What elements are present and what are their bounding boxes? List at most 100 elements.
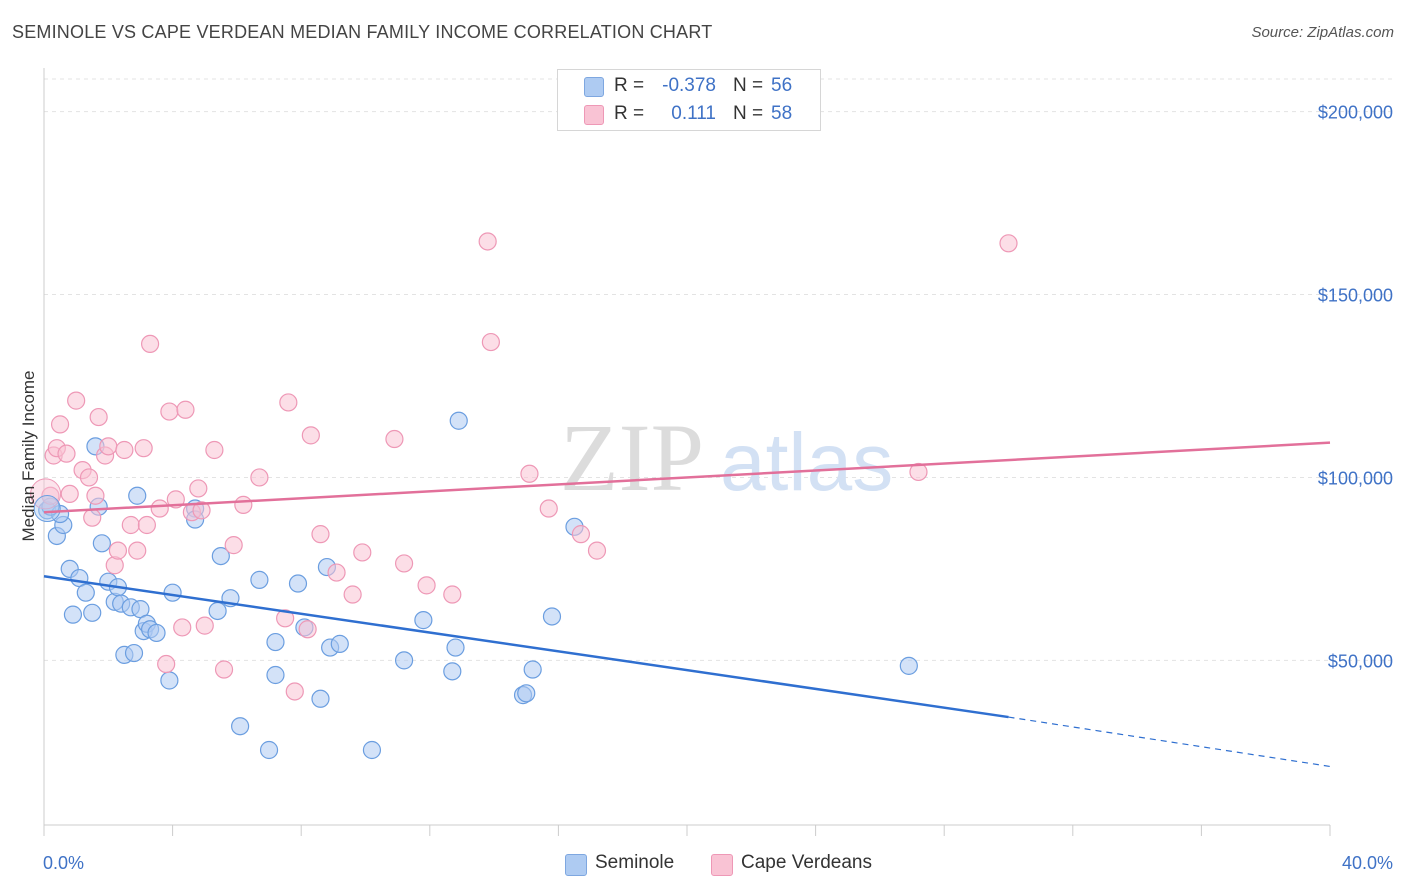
seminole-point (160, 671, 179, 690)
seminole-point (33, 495, 61, 523)
cape-verdean-point (285, 682, 304, 701)
x-tick-label-min: 0.0% (43, 853, 84, 873)
legend-r-value: 0.111 (671, 103, 716, 124)
y-tick-label: $150,000 (1318, 286, 1393, 306)
cape-verdean-point (30, 478, 62, 510)
y-axis-title: Median Family Income (19, 370, 38, 541)
seminole-point (92, 534, 111, 553)
seminole-point (523, 660, 542, 679)
legend: R = -0.378 N = 56 R = 0.111 N = 58 (557, 69, 821, 131)
cape-verdean-trend-line (43, 441, 1331, 514)
cape-verdean-point (999, 234, 1018, 253)
legend-n-label: N = (733, 103, 764, 124)
cape-verdean-point (571, 525, 591, 544)
seminole-point (259, 740, 279, 760)
cape-verdean-point (60, 484, 79, 504)
cape-verdean-point (128, 541, 147, 560)
cape-verdean-point (140, 334, 160, 354)
seminole-point (83, 603, 102, 622)
cape-verdean-point (353, 543, 372, 562)
cape-verdean-point (234, 495, 253, 514)
seminole-point (63, 605, 83, 624)
tick-labels: $50,000 $100,000 $150,000 $200,000 0.0% 40.0% (43, 103, 1393, 873)
cape-verdean-point (86, 486, 105, 505)
seminole-point (231, 717, 250, 736)
cape-verdean-point (89, 407, 108, 427)
seminole-point (124, 643, 144, 663)
seminole-point (266, 632, 285, 652)
seminole-point (211, 546, 230, 566)
chart-title: SEMINOLE VS CAPE VERDEAN MEDIAN FAMILY I… (12, 22, 713, 42)
grid-lines (44, 78, 1395, 661)
seminole-point (394, 651, 414, 670)
y-tick-label: $100,000 (1318, 468, 1393, 488)
legend-r-label: R = (614, 103, 645, 124)
legend-n-value: 58 (771, 103, 793, 124)
cape-verdean-point (79, 468, 99, 487)
cape-verdean-point (50, 415, 70, 434)
cape-verdean-point (385, 429, 404, 449)
legend-swatch-cape-verdeans (584, 105, 604, 125)
seminole-point (250, 570, 269, 589)
cape-verdean-point (394, 554, 414, 573)
watermark-zip: ZIP (560, 404, 704, 511)
cape-verdean-point (67, 391, 86, 410)
seminole-point (266, 665, 285, 685)
watermark: ZIP atlas (560, 404, 893, 511)
cape-verdean-point (311, 525, 330, 544)
cape-verdean-point (279, 393, 298, 412)
seminole-point (288, 574, 308, 593)
cape-verdean-point (176, 400, 195, 419)
cape-verdean-point (443, 585, 462, 604)
cape-verdean-point (301, 426, 320, 445)
cape-verdean-point (539, 499, 558, 518)
seminole-trend-extension (1008, 716, 1331, 768)
cape-verdean-point (115, 440, 134, 460)
legend-n-value: 56 (771, 75, 793, 96)
cape-verdean-point (298, 620, 317, 639)
seminole-point (147, 623, 166, 643)
cape-verdean-point (83, 508, 102, 527)
bottom-legend-swatch-cape-verdeans (711, 854, 733, 876)
legend-n-label: N = (733, 75, 764, 96)
cape-verdean-point (134, 439, 153, 458)
cape-verdean-point (478, 232, 497, 251)
legend-r-value: -0.378 (662, 75, 716, 96)
seminole-point (128, 486, 147, 505)
legend-row-seminole: R = -0.378 N = 56 (558, 72, 820, 100)
x-tick-label-max: 40.0% (1342, 853, 1393, 873)
cape-verdean-point (587, 541, 607, 560)
cape-verdean-point (108, 541, 128, 560)
cape-verdean-point (189, 479, 208, 498)
axes (43, 68, 1331, 836)
cape-verdean-point (276, 609, 295, 628)
legend-row-cape-verdeans: R = 0.111 N = 58 (558, 100, 820, 128)
cape-verdean-point (99, 437, 118, 456)
cape-verdean-point (173, 618, 192, 637)
cape-verdean-point (481, 332, 500, 352)
bottom-legend-label-cape-verdeans: Cape Verdeans (741, 852, 872, 873)
legend-r-label: R = (614, 75, 645, 96)
cape-verdean-point (214, 660, 234, 679)
seminole-trend-line (43, 574, 1009, 719)
bottom-legend-swatch-seminole (565, 854, 587, 876)
cape-verdean-point (343, 585, 362, 604)
cape-verdean-point (160, 402, 179, 421)
seminole-point (311, 689, 330, 708)
seminole-point (449, 411, 468, 430)
cape-verdean-point (121, 515, 140, 535)
seminole-point (414, 611, 433, 630)
cape-verdean-point (105, 556, 124, 575)
seminole-point (76, 583, 95, 602)
seminole-point (330, 634, 349, 654)
legend-swatch-seminole (584, 77, 604, 97)
cape-verdean-point (224, 536, 243, 555)
cape-verdean-point (192, 501, 211, 520)
seminole-point (208, 601, 227, 621)
cape-verdean-point (150, 499, 169, 518)
cape-verdean-point (157, 654, 176, 674)
cape-verdean-point (327, 563, 346, 582)
seminole-point (899, 656, 918, 675)
seminole-point (362, 740, 382, 760)
